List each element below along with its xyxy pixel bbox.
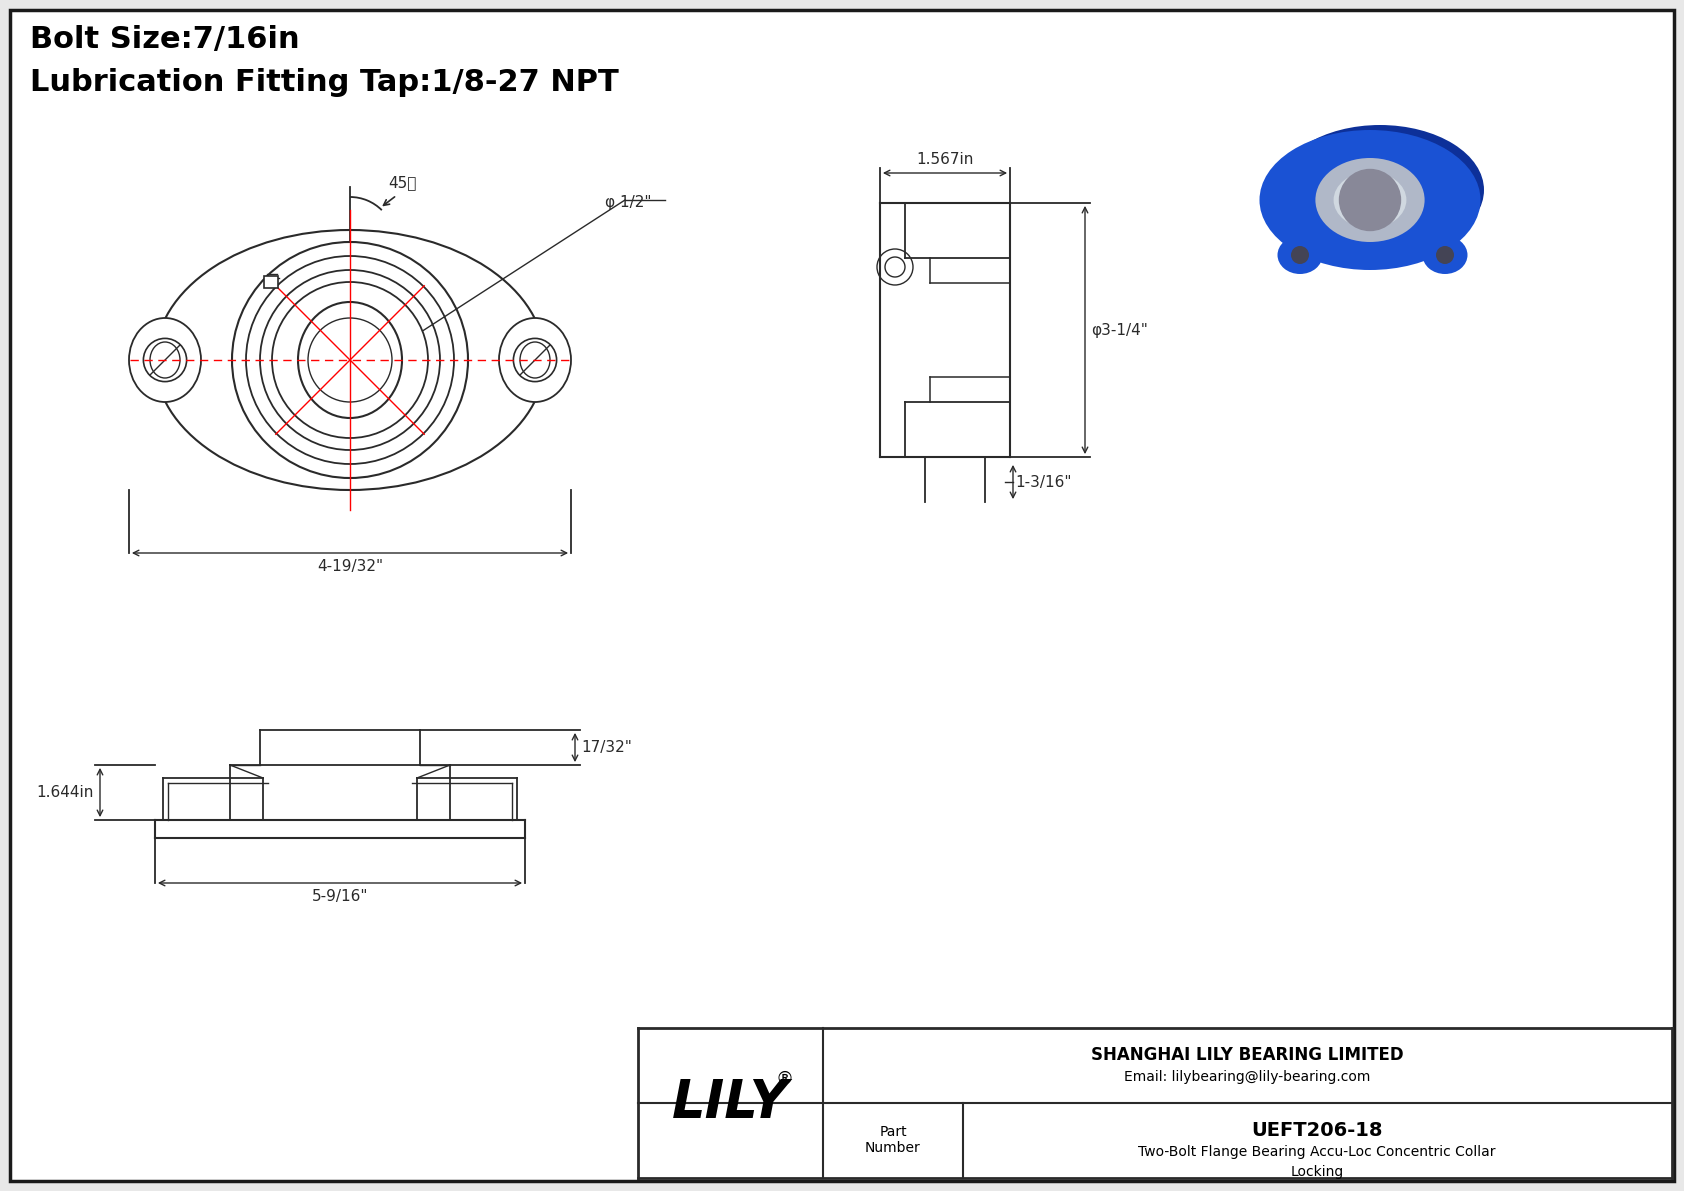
Circle shape [1436,247,1453,264]
Bar [264,276,278,288]
Ellipse shape [155,230,546,490]
Text: 1-1/8": 1-1/8" [327,395,374,411]
Text: Bolt Size:7/16in: Bolt Size:7/16in [30,25,300,54]
Ellipse shape [298,303,402,418]
Text: Two-Bolt Flange Bearing Accu-Loc Concentric Collar: Two-Bolt Flange Bearing Accu-Loc Concent… [1138,1145,1495,1159]
Text: 1-3/16": 1-3/16" [1015,474,1071,490]
Text: φ3-1/4": φ3-1/4" [1091,323,1148,337]
Text: SHANGHAI LILY BEARING LIMITED: SHANGHAI LILY BEARING LIMITED [1091,1046,1403,1064]
Circle shape [246,256,455,464]
Text: Email: lilybearing@lily-bearing.com: Email: lilybearing@lily-bearing.com [1123,1070,1371,1084]
Text: 5-9/16": 5-9/16" [312,888,369,904]
Text: Locking: Locking [1290,1165,1344,1179]
Circle shape [886,257,904,278]
Circle shape [1339,169,1401,231]
Text: 4-19/32": 4-19/32" [317,559,382,574]
Ellipse shape [150,342,180,378]
Circle shape [273,282,428,438]
Ellipse shape [1276,125,1484,255]
Text: Lubrication Fitting Tap:1/8-27 NPT: Lubrication Fitting Tap:1/8-27 NPT [30,68,618,96]
Circle shape [232,242,468,478]
Circle shape [308,318,392,403]
Text: LILY: LILY [672,1077,788,1129]
Circle shape [1292,247,1308,264]
Text: Part
Number: Part Number [866,1125,921,1155]
Text: 45度: 45度 [387,175,416,191]
Ellipse shape [1260,130,1480,270]
Ellipse shape [130,318,200,403]
Circle shape [259,270,440,450]
Circle shape [514,338,557,381]
Text: UEFT206-18: UEFT206-18 [1251,1121,1383,1140]
Ellipse shape [1334,172,1406,227]
Text: ®: ® [775,1070,793,1089]
Ellipse shape [520,342,551,378]
Circle shape [143,338,187,381]
Ellipse shape [1423,236,1467,274]
Ellipse shape [498,318,571,403]
Text: φ 1/2": φ 1/2" [605,195,652,210]
Ellipse shape [1278,236,1322,274]
Ellipse shape [1315,158,1425,242]
Text: 17/32": 17/32" [581,740,632,755]
Text: 1.567in: 1.567in [916,152,973,167]
Circle shape [877,249,913,285]
Text: 1.644in: 1.644in [37,785,94,800]
